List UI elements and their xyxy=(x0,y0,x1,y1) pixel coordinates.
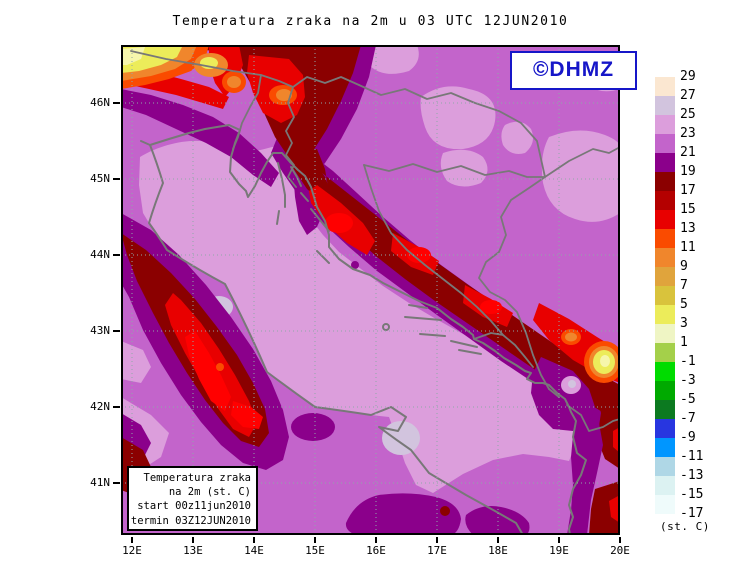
colorbar-tick-label: 29 xyxy=(680,69,696,84)
colorbar-tick-label: 11 xyxy=(680,240,696,255)
lat-tick-label: 42N xyxy=(90,400,110,413)
colorbar-swatch xyxy=(655,419,675,438)
colorbar-tick-label: 21 xyxy=(680,145,696,160)
colorbar-swatch xyxy=(655,267,675,286)
colorbar-swatch xyxy=(655,115,675,134)
colorbar-tick-label: 17 xyxy=(680,183,696,198)
lon-tick-mark xyxy=(619,537,621,543)
lon-tick-mark xyxy=(558,537,560,543)
lon-tick-label: 14E xyxy=(244,544,264,557)
colorbar-swatch xyxy=(655,324,675,343)
islands xyxy=(276,162,482,355)
colorbar-tick-label: 25 xyxy=(680,107,696,122)
colorbar-swatch xyxy=(655,191,675,210)
colorbar-tick-label: -7 xyxy=(680,411,696,426)
colorbar-tick-label: 1 xyxy=(680,335,688,350)
colorbar-swatch xyxy=(655,248,675,267)
colorbar-tick-label: 5 xyxy=(680,297,688,312)
lon-tick-mark xyxy=(131,537,133,543)
colorbar-tick-label: -9 xyxy=(680,430,696,445)
lon-tick-label: 12E xyxy=(122,544,142,557)
colorbar-swatch xyxy=(655,229,675,248)
colorbar-swatch xyxy=(655,134,675,153)
coastlines xyxy=(140,124,587,535)
colorbar-swatch xyxy=(655,476,675,495)
colorbar-tick-label: 9 xyxy=(680,259,688,274)
colorbar-swatch xyxy=(655,210,675,229)
colorbar-swatch xyxy=(655,343,675,362)
south-purple-overlays xyxy=(345,357,603,535)
dhmz-logo: ©DHMZ xyxy=(510,51,637,90)
colorbar-tick-label: 7 xyxy=(680,278,688,293)
lat-tick-mark xyxy=(113,102,120,104)
colorbar-swatch xyxy=(655,77,675,96)
lon-tick-mark xyxy=(192,537,194,543)
colorbar-swatch xyxy=(655,362,675,381)
lon-tick-mark xyxy=(253,537,255,543)
colorbar-swatch xyxy=(655,457,675,476)
colorbar-swatch xyxy=(655,153,675,172)
colorbar-tick-label: -15 xyxy=(680,487,704,502)
colorbar-tick-label: 3 xyxy=(680,316,688,331)
lat-tick-mark xyxy=(113,254,120,256)
colorbar-unit-label: (st. C) xyxy=(660,520,710,533)
lat-tick-label: 46N xyxy=(90,96,110,109)
lat-tick-mark xyxy=(113,330,120,332)
lon-tick-mark xyxy=(436,537,438,543)
info-box: Temperatura zraka na 2m (st. C) start 00… xyxy=(127,466,258,531)
info-box-line: termin 03Z12JUN2010 xyxy=(130,514,251,527)
lon-tick-mark xyxy=(497,537,499,543)
colorbar-tick-label: -11 xyxy=(680,449,704,464)
colorbar-tick-label: 27 xyxy=(680,88,696,103)
lon-tick-label: 17E xyxy=(427,544,447,557)
info-box-line: start 00z11jun2010 xyxy=(137,500,251,513)
map-title: Temperatura zraka na 2m u 03 UTC 12JUN20… xyxy=(172,14,569,29)
lat-tick-mark xyxy=(113,178,120,180)
colorbar-tick-label: 23 xyxy=(680,126,696,141)
lon-tick-label: 19E xyxy=(549,544,569,557)
lon-tick-mark xyxy=(314,537,316,543)
country-borders xyxy=(130,50,620,432)
lon-tick-mark xyxy=(375,537,377,543)
lat-tick-label: 41N xyxy=(90,476,110,489)
temperature-map xyxy=(121,45,620,535)
lat-tick-mark xyxy=(113,406,120,408)
colorbar-swatch xyxy=(655,172,675,191)
colorbar-swatch xyxy=(655,305,675,324)
map-frame xyxy=(121,45,620,535)
colorbar-swatch xyxy=(655,286,675,305)
colorbar-swatch xyxy=(655,438,675,457)
colorbar-tick-label: -5 xyxy=(680,392,696,407)
colorbar-tick-label: 15 xyxy=(680,202,696,217)
lon-tick-label: 18E xyxy=(488,544,508,557)
lat-tick-label: 44N xyxy=(90,248,110,261)
colorbar-swatch xyxy=(655,400,675,419)
colorbar-tick-label: -1 xyxy=(680,354,696,369)
lon-tick-label: 16E xyxy=(366,544,386,557)
gridlines xyxy=(121,45,620,535)
colorbar-swatch xyxy=(655,495,675,514)
lat-tick-label: 45N xyxy=(90,172,110,185)
coldest-orange-yellow-spots xyxy=(121,45,620,383)
colorbar-tick-label: -17 xyxy=(680,506,704,521)
colorbar-swatch xyxy=(655,96,675,115)
colorbar-tick-label: -3 xyxy=(680,373,696,388)
lon-tick-label: 15E xyxy=(305,544,325,557)
bright-red-spots xyxy=(185,213,502,429)
info-box-line: na 2m (st. C) xyxy=(168,486,251,499)
info-box-line: Temperatura zraka xyxy=(143,472,251,484)
lat-tick-label: 43N xyxy=(90,324,110,337)
colorbar-tick-label: -13 xyxy=(680,468,704,483)
lat-tick-mark xyxy=(113,482,120,484)
lon-tick-label: 13E xyxy=(183,544,203,557)
colorbar-swatch xyxy=(655,381,675,400)
lon-tick-label: 20E xyxy=(610,544,630,557)
colorbar-tick-label: 13 xyxy=(680,221,696,236)
colorbar-tick-label: 19 xyxy=(680,164,696,179)
